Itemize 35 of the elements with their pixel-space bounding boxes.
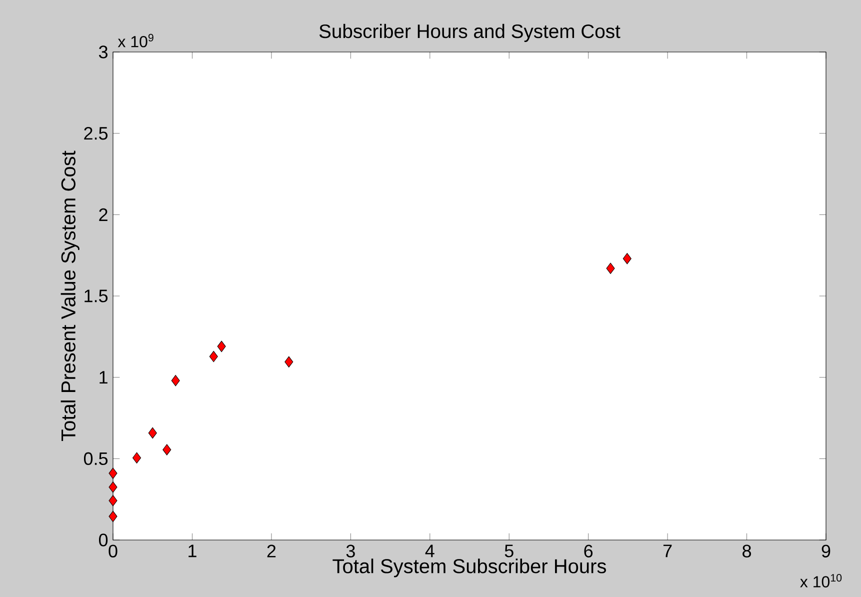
y-tick-label: 1.5 [84,290,108,302]
x-tick-label: 1 [188,544,196,558]
y-tick-label: 3 [98,46,108,58]
y-axis-title: Total Present Value System Cost [60,150,80,441]
point [108,468,118,479]
x-tick-label: 0 [108,544,118,558]
point [284,356,294,368]
x-tick-label: 7 [663,544,672,558]
y-tick-label: 2.5 [84,126,108,140]
point [108,495,118,506]
point [148,427,157,439]
y-tick-label: 0 [98,534,108,546]
point [108,510,118,522]
point [171,374,180,386]
point [209,350,218,362]
x-axis-title: Total System Subscriber Hours [332,558,606,578]
point [132,452,142,464]
x-tick-label: 8 [742,544,751,558]
point [162,444,172,456]
x-tick-label: 9 [822,544,830,558]
x-tick-label: 2 [267,544,276,558]
point [622,252,632,264]
x-tick-label: 4 [425,544,434,558]
y-tick-label: 0.5 [84,452,108,466]
point [108,482,118,493]
x-tick-label: 5 [504,544,514,558]
text: x 10$^{9}$ [118,34,154,48]
point [217,340,226,352]
y-tick-label: 2 [99,208,108,221]
text: x 10$^{10}$ [800,574,842,588]
x-tick-label: 3 [346,544,355,558]
y-tick-label: 1 [100,371,108,384]
point [606,262,615,274]
chart-title: Subscriber Hours and System Cost [319,24,620,42]
x-tick-label: 6 [584,544,593,558]
